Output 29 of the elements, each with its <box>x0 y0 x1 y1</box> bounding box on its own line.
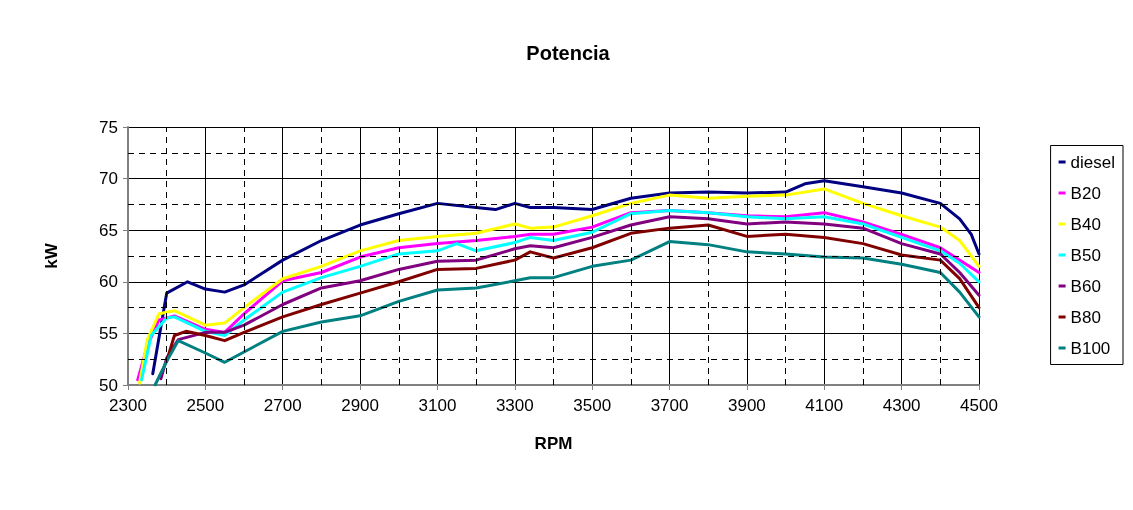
x-tick-label: 2700 <box>263 396 302 415</box>
x-tick-label: 3300 <box>495 396 534 415</box>
x-tick-label: 3500 <box>573 396 612 415</box>
x-tick-label: 3900 <box>728 396 766 415</box>
x-tick-label: 4500 <box>960 396 998 415</box>
y-tick-label: 70 <box>99 169 118 189</box>
legend-label: B50 <box>1070 245 1101 265</box>
y-tick-label: 65 <box>99 220 118 240</box>
legend-label: B80 <box>1070 307 1101 327</box>
y-tick-label: 75 <box>99 117 118 137</box>
x-tick-label: 2300 <box>109 396 147 415</box>
y-axis-title: kW <box>42 242 61 269</box>
x-tick-label: 2500 <box>186 396 225 415</box>
legend-label: B40 <box>1070 214 1101 234</box>
x-tick-label: 4300 <box>882 396 921 415</box>
x-tick-label: 2900 <box>341 396 379 415</box>
x-axis-title: RPM <box>534 434 573 453</box>
x-tick-label: 3700 <box>650 396 689 415</box>
legend-label: diesel <box>1070 152 1115 172</box>
y-tick-label: 50 <box>99 375 118 395</box>
legend-label: B20 <box>1070 183 1101 203</box>
legend-label: B60 <box>1070 276 1101 296</box>
x-tick-label: 3100 <box>418 396 457 415</box>
x-tick-label: 4100 <box>805 396 844 415</box>
line-series <box>153 240 981 387</box>
legend-label: B100 <box>1070 338 1111 358</box>
y-tick-label: 60 <box>99 272 118 292</box>
chart-title: Potencia <box>526 42 611 64</box>
y-tick-label: 55 <box>99 323 118 343</box>
